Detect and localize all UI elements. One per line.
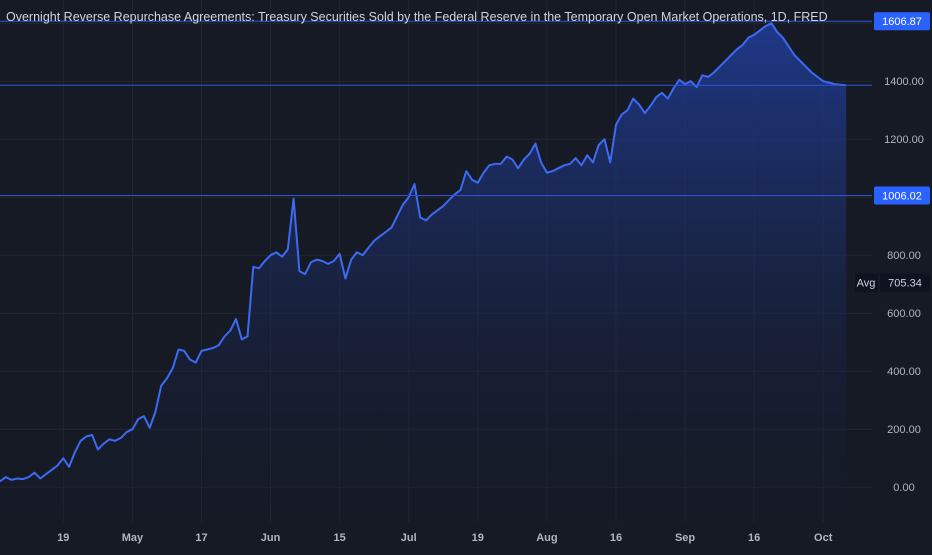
avg-value-box	[880, 273, 930, 292]
x-tick-label: 17	[195, 532, 207, 544]
x-tick-label: May	[122, 532, 144, 544]
y-tick-label: 200.00	[887, 424, 921, 436]
x-tick-label: 15	[334, 532, 346, 544]
chart-title: Overnight Reverse Repurchase Agreements:…	[6, 10, 828, 24]
price-label-box	[874, 12, 930, 31]
price-label-text: 1006.02	[882, 190, 922, 202]
y-tick-label: 1200.00	[884, 134, 924, 146]
x-tick-label: Jun	[261, 532, 281, 544]
y-tick-label: 400.00	[887, 366, 921, 378]
x-tick-label: 16	[610, 532, 622, 544]
x-tick-label: Sep	[675, 532, 695, 544]
y-tick-label: 0.00	[893, 482, 914, 494]
avg-tag-box	[855, 273, 878, 292]
y-tick-label: 600.00	[887, 308, 921, 320]
x-tick-label: 16	[748, 532, 760, 544]
series-area	[0, 23, 847, 522]
price-label-box	[874, 186, 930, 205]
x-tick-label: Jul	[401, 532, 417, 544]
price-label-text: 1606.87	[882, 16, 922, 28]
avg-tag-label: Avg	[857, 278, 876, 290]
x-tick-label: Oct	[814, 532, 833, 544]
x-tick-label: Aug	[536, 532, 557, 544]
x-tick-label: 19	[472, 532, 484, 544]
series-line[interactable]	[0, 22, 847, 483]
avg-value-text: 705.34	[888, 278, 922, 290]
y-tick-label: 800.00	[887, 250, 921, 262]
y-tick-label: 1400.00	[884, 76, 924, 88]
x-tick-label: 19	[57, 532, 69, 544]
